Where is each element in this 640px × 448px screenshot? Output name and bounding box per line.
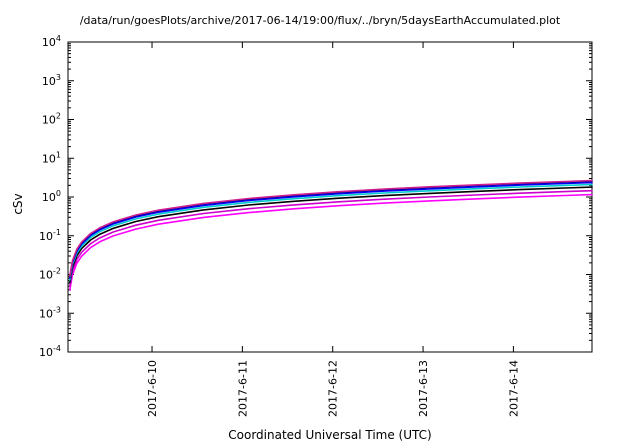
x-tick-label: 2017-6-14 [507,360,520,417]
x-axis-label: Coordinated Universal Time (UTC) [228,428,432,442]
y-tick-label: 102 [42,112,61,127]
y-tick-label: 10-4 [39,344,61,359]
y-tick-label: 10-2 [39,267,61,282]
y-tick-label: 101 [42,150,61,165]
x-tick-label: 2017-6-13 [417,360,430,417]
accumulated-dose-black [69,186,593,284]
accumulated-dose-pink [69,179,593,277]
y-tick-label: 100 [42,189,61,204]
x-tick-label: 2017-6-10 [146,360,159,417]
y-tick-label: 10-3 [39,305,61,320]
x-tick-label: 2017-6-12 [327,360,340,417]
x-tick-label: 2017-6-11 [236,360,249,417]
accumulated-dose-cyan [69,183,593,281]
y-tick-label: 103 [42,73,61,88]
y-tick-label: 104 [42,34,61,49]
accumulated-dose-violet [69,189,593,288]
plot-title: /data/run/goesPlots/archive/2017-06-14/1… [79,14,561,27]
y-tick-label: 10-1 [39,228,61,243]
accumulated-dose-magenta [69,193,593,291]
